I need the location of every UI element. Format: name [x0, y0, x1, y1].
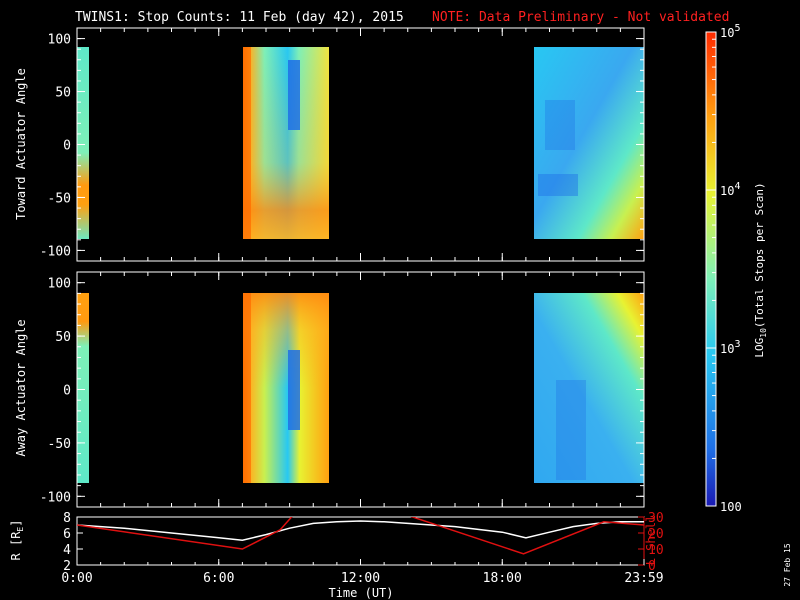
away-blue-band: [288, 350, 300, 430]
time-xtick-label: 0:00: [61, 571, 92, 586]
toward-segment-3: [534, 47, 644, 239]
lshell-series-line: [77, 517, 644, 555]
time-xtick-label: 6:00: [203, 571, 234, 586]
away-ytick-label: 0: [63, 384, 71, 399]
away-segment-2-shade: [243, 293, 329, 483]
time-xtick-label: 23:59: [624, 571, 663, 586]
toward-heatmap-panel: [77, 47, 644, 239]
away-heatmap-panel: [77, 293, 644, 483]
time-xtick-label: 18:00: [483, 571, 522, 586]
away-ytick-label: 50: [55, 330, 71, 345]
lshell-ytick-label: 0: [648, 559, 656, 574]
lshell-ytick-label: 20: [648, 527, 664, 542]
colorbar-ticks: 105 104 103 100: [706, 23, 742, 514]
colorbar-tick-label: 100: [720, 500, 742, 514]
toward-ytick-label: 50: [55, 86, 71, 101]
time-xtick-label: 12:00: [341, 571, 380, 586]
colorbar-tick-label: 103: [720, 339, 740, 356]
toward-blue-patch: [545, 100, 575, 150]
colorbar-label: LOG10(Total Stops per Scan): [753, 182, 768, 357]
away-orange-edge: [243, 293, 251, 483]
radius-ylabel: R [RE]: [9, 520, 25, 561]
preliminary-note: NOTE: Data Preliminary - Not validated: [432, 10, 729, 25]
away-ytick-label: -100: [40, 490, 71, 505]
radius-ytick-label: 2: [63, 559, 71, 574]
toward-ylabel: Toward Actuator Angle: [14, 68, 28, 220]
colorbar-tick-label: 105: [720, 23, 740, 40]
radius-ytick-label: 4: [63, 543, 71, 558]
colorbar-tick-label: 104: [720, 181, 740, 198]
away-ylabel: Away Actuator Angle: [14, 319, 28, 456]
away-ytick-label: -50: [48, 437, 71, 452]
colorbar-gradient: [705, 31, 717, 507]
toward-segment-2-shade: [243, 47, 329, 239]
axis-labels: 100 50 0 -50 -100 100 50 0 -50 -100: [40, 33, 71, 506]
lshell-ytick-label: 10: [648, 543, 664, 558]
lshell-ytick-label: 30: [648, 511, 664, 526]
toward-orange-edge: [243, 47, 251, 239]
chart-title: TWINS1: Stop Counts: 11 Feb (day 42), 20…: [75, 10, 404, 25]
away-ytick-label: 100: [48, 277, 71, 292]
away-segment-3: [534, 293, 644, 483]
radius-ytick-label: 6: [63, 527, 71, 542]
toward-ytick-label: 0: [63, 139, 71, 154]
radius-series-line: [77, 520, 644, 541]
toward-blue-patch-2: [538, 174, 578, 196]
toward-blue-band: [288, 60, 300, 130]
generated-date: 27 Feb 15: [783, 543, 792, 587]
time-xlabel: Time (UT): [328, 586, 393, 600]
toward-ytick-label: 100: [48, 33, 71, 48]
colorbar: 105 104 103 100 LOG10(Total Stops per Scan): [705, 23, 768, 514]
toward-ytick-label: -50: [48, 191, 71, 206]
toward-ytick-label: -100: [40, 244, 71, 259]
radius-ytick-label: 8: [63, 511, 71, 526]
line-panel-frame: [76, 516, 645, 566]
lshell-ylabel: L Shell: [644, 515, 658, 566]
toward-segment-1: [77, 47, 89, 239]
away-blue-patch: [556, 380, 586, 480]
panel-frames: [76, 27, 645, 508]
away-segment-1: [77, 293, 89, 483]
